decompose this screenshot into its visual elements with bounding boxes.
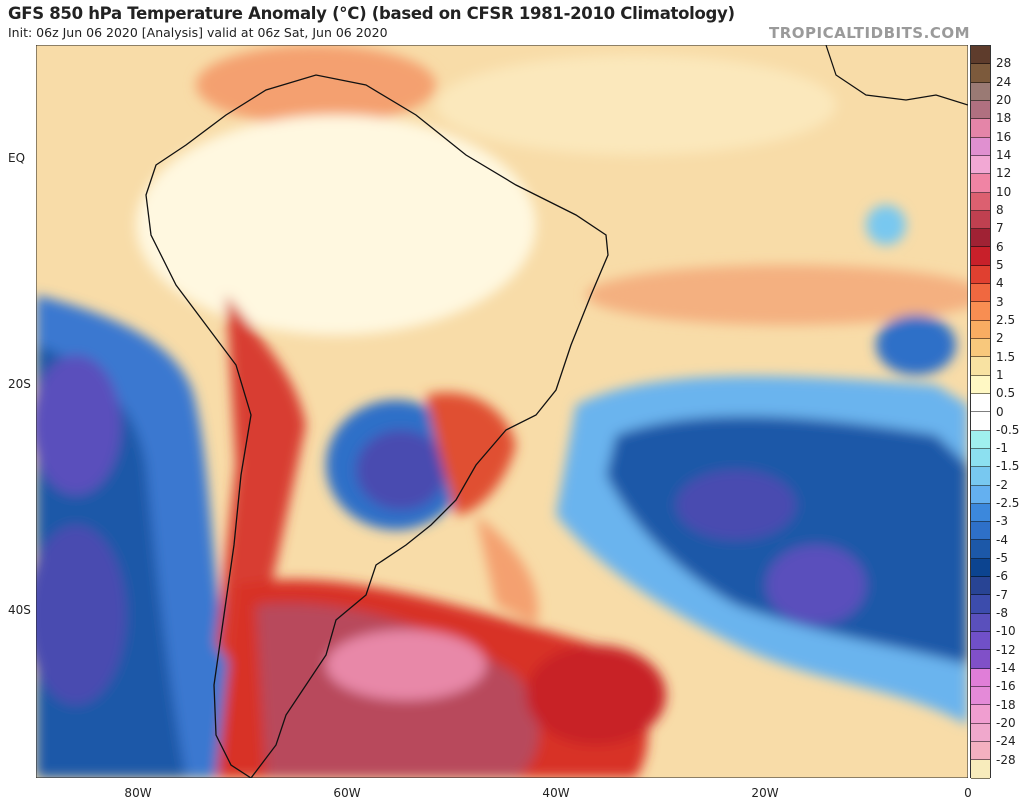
colorbar-label: -18 bbox=[996, 697, 1016, 712]
colorbar-label: -12 bbox=[996, 642, 1016, 657]
colorbar-swatch bbox=[971, 64, 990, 83]
colorbar-label: 28 bbox=[996, 56, 1012, 71]
colorbar-swatch bbox=[971, 650, 990, 669]
colorbar-label: 5 bbox=[996, 257, 1004, 272]
colorbar-label: 6 bbox=[996, 239, 1004, 254]
south-america-coastline bbox=[145, 74, 609, 778]
lat-label-eq: EQ bbox=[8, 151, 26, 165]
colorbar-swatch bbox=[971, 448, 990, 468]
colorbar-swatch bbox=[971, 82, 990, 101]
colorbar-label: 1.5 bbox=[996, 349, 1016, 364]
colorbar-label: 20 bbox=[996, 92, 1012, 107]
colorbar-label: 3 bbox=[996, 294, 1004, 309]
colorbar-label: -7 bbox=[996, 587, 1008, 602]
colorbar-swatch bbox=[971, 284, 990, 303]
colorbar-swatch bbox=[971, 210, 990, 230]
colorbar-label: -20 bbox=[996, 716, 1016, 731]
chart-subtitle: Init: 06z Jun 06 2020 [Analysis] valid a… bbox=[8, 25, 388, 40]
lon-label-20w: 20W bbox=[751, 786, 779, 800]
colorbar-swatch bbox=[971, 247, 990, 266]
colorbar-swatch bbox=[971, 760, 990, 779]
colorbar bbox=[970, 45, 991, 779]
colorbar-label: 0.5 bbox=[996, 386, 1016, 401]
colorbar-swatch bbox=[971, 723, 990, 742]
colorbar-swatch bbox=[971, 503, 990, 523]
colorbar-swatch bbox=[971, 705, 990, 724]
colorbar-swatch bbox=[971, 339, 990, 358]
lon-label-80w: 80W bbox=[124, 786, 152, 800]
colorbar-label: 24 bbox=[996, 74, 1012, 89]
chart-title: GFS 850 hPa Temperature Anomaly (°C) (ba… bbox=[8, 4, 735, 23]
colorbar-swatch bbox=[971, 412, 990, 431]
colorbar-label: 18 bbox=[996, 111, 1012, 126]
colorbar-label: 2.5 bbox=[996, 312, 1016, 327]
colorbar-label: -1.5 bbox=[996, 459, 1020, 474]
colorbar-label: 14 bbox=[996, 147, 1012, 162]
colorbar-swatch bbox=[971, 467, 990, 486]
colorbar-swatch bbox=[971, 100, 990, 120]
colorbar-swatch bbox=[971, 137, 990, 156]
colorbar-swatch bbox=[971, 522, 990, 541]
colorbar-swatch bbox=[971, 485, 990, 504]
colorbar-swatch bbox=[971, 119, 990, 138]
colorbar-swatch bbox=[971, 155, 990, 175]
colorbar-label: 10 bbox=[996, 184, 1012, 199]
colorbar-swatch bbox=[971, 375, 990, 394]
colorbar-swatch bbox=[971, 174, 990, 193]
colorbar-label: 4 bbox=[996, 276, 1004, 291]
colorbar-swatch bbox=[971, 595, 990, 614]
colorbar-swatch bbox=[971, 577, 990, 596]
colorbar-label: -0.5 bbox=[996, 422, 1020, 437]
colorbar-label: -2 bbox=[996, 477, 1008, 492]
colorbar-swatch bbox=[971, 265, 990, 285]
colorbar-swatch bbox=[971, 46, 990, 65]
colorbar-label: 0 bbox=[996, 404, 1004, 419]
colorbar-label: 12 bbox=[996, 166, 1012, 181]
colorbar-swatch bbox=[971, 229, 990, 248]
lon-label-40w: 40W bbox=[542, 786, 570, 800]
lon-label-60w: 60W bbox=[333, 786, 361, 800]
colorbar-label: -24 bbox=[996, 734, 1016, 749]
colorbar-label: -2.5 bbox=[996, 496, 1020, 511]
colorbar-swatch bbox=[971, 540, 990, 559]
colorbar-swatch bbox=[971, 632, 990, 651]
colorbar-label: -28 bbox=[996, 752, 1016, 767]
lat-label-20s: 20S bbox=[8, 377, 31, 391]
colorbar-label: -14 bbox=[996, 661, 1016, 676]
africa-coastline bbox=[825, 45, 968, 106]
colorbar-label: 7 bbox=[996, 221, 1004, 236]
anomaly-fields bbox=[36, 45, 968, 778]
colorbar-label: -16 bbox=[996, 679, 1016, 694]
lon-label-0: 0 bbox=[964, 786, 972, 800]
colorbar-swatch bbox=[971, 613, 990, 632]
colorbar-label: 8 bbox=[996, 202, 1004, 217]
colorbar-swatch bbox=[971, 668, 990, 687]
colorbar-swatch bbox=[971, 357, 990, 376]
watermark: TROPICALTIDBITS.COM bbox=[769, 24, 970, 42]
colorbar-label: -10 bbox=[996, 624, 1016, 639]
colorbar-label: -1 bbox=[996, 441, 1008, 456]
colorbar-swatch bbox=[971, 192, 990, 211]
colorbar-swatch bbox=[971, 686, 990, 706]
anomaly-map bbox=[36, 45, 968, 778]
colorbar-label: -4 bbox=[996, 532, 1008, 547]
colorbar-label: -8 bbox=[996, 606, 1008, 621]
colorbar-swatch bbox=[971, 393, 990, 413]
colorbar-swatch bbox=[971, 320, 990, 339]
colorbar-label: 16 bbox=[996, 129, 1012, 144]
colorbar-label: -6 bbox=[996, 569, 1008, 584]
colorbar-swatch bbox=[971, 302, 990, 321]
colorbar-swatch bbox=[971, 558, 990, 578]
colorbar-label: 1 bbox=[996, 367, 1004, 382]
colorbar-swatch bbox=[971, 741, 990, 761]
lat-label-40s: 40S bbox=[8, 603, 31, 617]
colorbar-label: -3 bbox=[996, 514, 1008, 529]
colorbar-label: -5 bbox=[996, 551, 1008, 566]
colorbar-swatch bbox=[971, 430, 990, 449]
colorbar-label: 2 bbox=[996, 331, 1004, 346]
